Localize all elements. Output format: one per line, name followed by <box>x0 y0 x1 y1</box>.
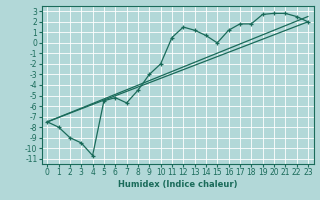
X-axis label: Humidex (Indice chaleur): Humidex (Indice chaleur) <box>118 180 237 189</box>
